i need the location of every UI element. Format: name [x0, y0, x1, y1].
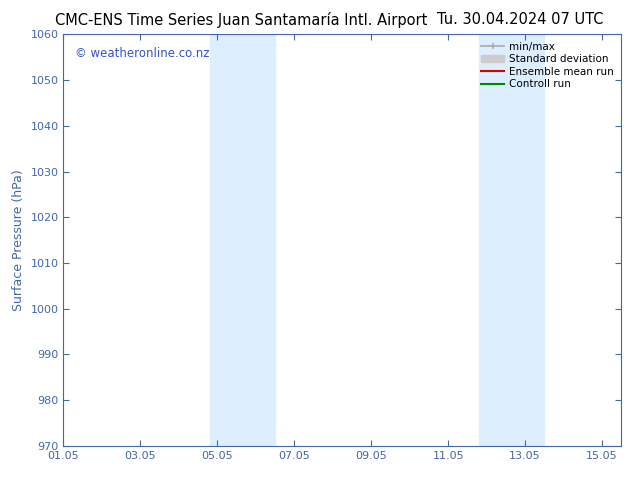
Bar — [210, 34, 275, 446]
Y-axis label: Surface Pressure (hPa): Surface Pressure (hPa) — [12, 169, 25, 311]
Bar — [479, 34, 545, 446]
Text: Tu. 30.04.2024 07 UTC: Tu. 30.04.2024 07 UTC — [437, 12, 603, 27]
Legend: min/max, Standard deviation, Ensemble mean run, Controll run: min/max, Standard deviation, Ensemble me… — [479, 40, 616, 92]
Text: CMC-ENS Time Series Juan Santamaría Intl. Airport: CMC-ENS Time Series Juan Santamaría Intl… — [55, 12, 427, 28]
Text: © weatheronline.co.nz: © weatheronline.co.nz — [75, 47, 209, 60]
